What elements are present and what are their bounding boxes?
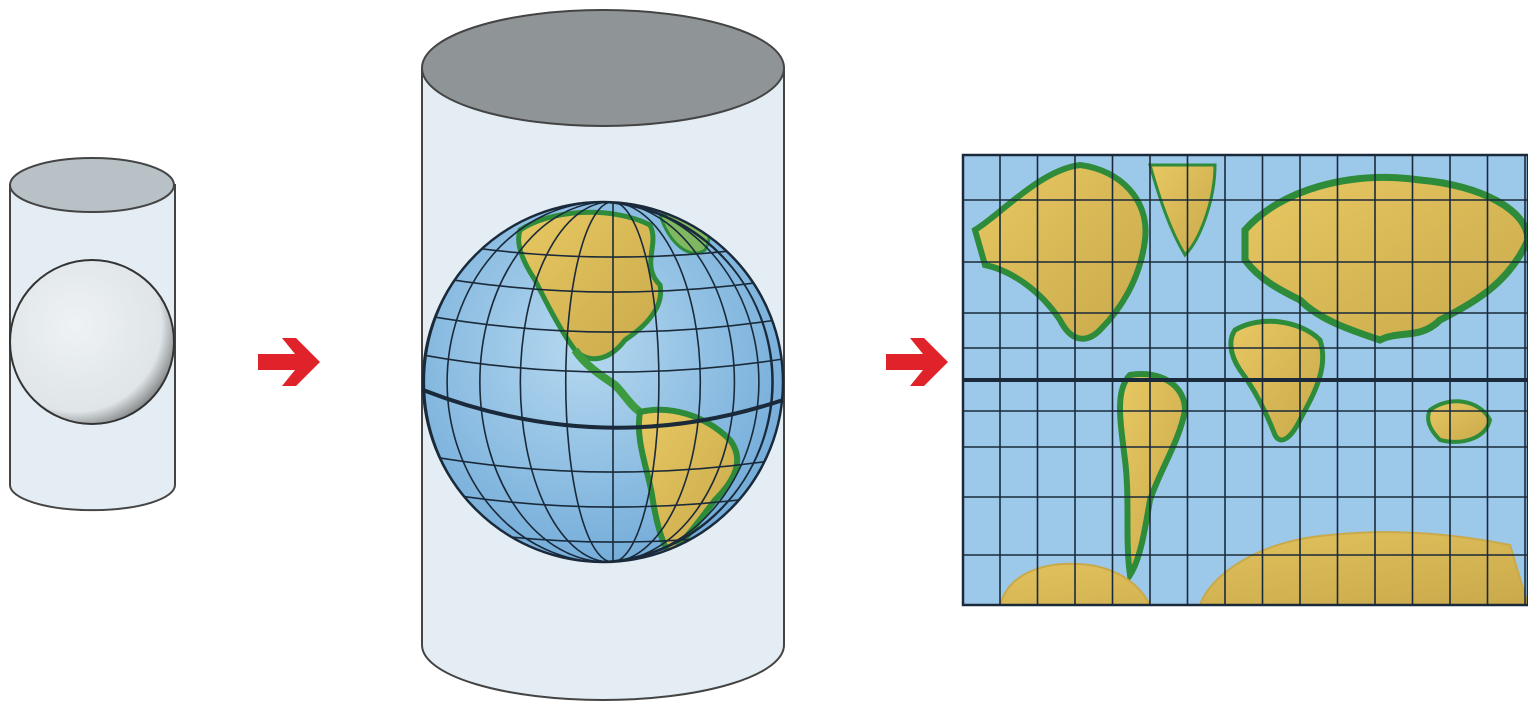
north-america (971, 161, 1149, 342)
equator (422, 388, 784, 430)
parallel (423, 354, 783, 373)
small-cylinder (9, 157, 176, 512)
australia (1426, 399, 1493, 444)
globe-outline (421, 200, 785, 564)
parallel (423, 314, 783, 333)
sphere (9, 259, 175, 425)
eurasia (1241, 174, 1528, 344)
parallel (423, 454, 783, 473)
map-grid (963, 155, 1528, 605)
meridian (423, 202, 773, 562)
greenland (1148, 163, 1217, 258)
south-america (635, 406, 741, 560)
meridian (423, 202, 774, 562)
meridian (479, 202, 736, 562)
flat-map (961, 153, 1528, 607)
south-america (1117, 371, 1189, 584)
meridian (446, 202, 760, 562)
parallel (423, 274, 783, 293)
meridian (564, 202, 660, 562)
central-america (571, 347, 643, 416)
arrow (886, 338, 948, 386)
parallel (423, 489, 783, 508)
map-border (961, 153, 1528, 607)
cylinder-top (9, 157, 175, 213)
globe (421, 200, 785, 564)
meridian (519, 202, 702, 562)
cylinder-top (421, 9, 785, 127)
arrow (258, 338, 320, 386)
